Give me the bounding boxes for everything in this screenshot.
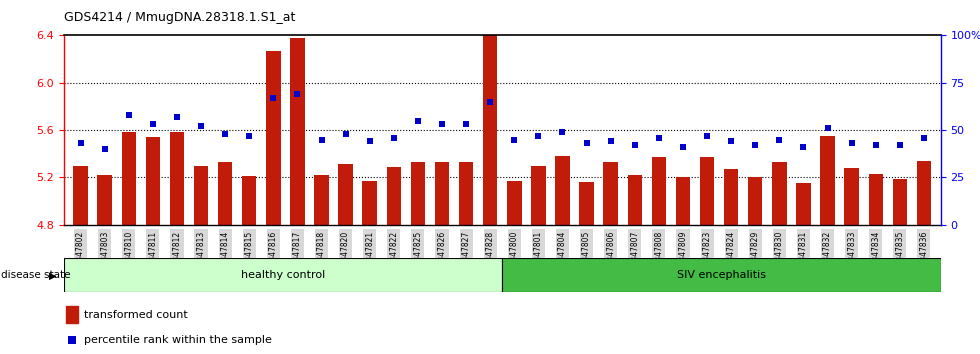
Point bbox=[507, 137, 522, 142]
Point bbox=[459, 121, 474, 127]
Point bbox=[386, 135, 402, 141]
Point bbox=[603, 139, 618, 144]
Bar bbox=[627, 175, 642, 225]
Point bbox=[892, 142, 907, 148]
Point bbox=[651, 135, 666, 141]
Bar bbox=[64, 258, 502, 292]
Bar bbox=[845, 168, 858, 225]
Point bbox=[314, 137, 329, 142]
Point bbox=[338, 131, 354, 137]
Bar bbox=[820, 136, 835, 225]
Bar bbox=[676, 177, 690, 225]
Bar bbox=[218, 162, 232, 225]
Point bbox=[723, 139, 739, 144]
Bar bbox=[507, 181, 521, 225]
Bar bbox=[435, 162, 449, 225]
Point bbox=[145, 121, 161, 127]
Bar bbox=[556, 156, 569, 225]
Bar bbox=[290, 38, 305, 225]
Point bbox=[675, 144, 691, 150]
Point bbox=[290, 91, 306, 97]
Bar bbox=[459, 162, 473, 225]
Point bbox=[170, 114, 185, 120]
Text: SIV encephalitis: SIV encephalitis bbox=[677, 270, 766, 280]
Bar bbox=[483, 35, 498, 225]
Point bbox=[121, 112, 136, 118]
Point bbox=[482, 99, 498, 104]
Bar bbox=[122, 132, 136, 225]
Point bbox=[748, 142, 763, 148]
Bar bbox=[772, 162, 787, 225]
Bar bbox=[242, 176, 257, 225]
Point bbox=[796, 144, 811, 150]
Bar bbox=[868, 174, 883, 225]
Bar bbox=[146, 137, 160, 225]
Bar bbox=[67, 306, 78, 323]
Point bbox=[410, 118, 425, 124]
Bar bbox=[315, 175, 328, 225]
Point bbox=[266, 95, 281, 101]
Text: GDS4214 / MmugDNA.28318.1.S1_at: GDS4214 / MmugDNA.28318.1.S1_at bbox=[64, 11, 295, 24]
Point bbox=[530, 133, 546, 139]
Point bbox=[868, 142, 884, 148]
Bar bbox=[916, 161, 931, 225]
Bar bbox=[411, 162, 425, 225]
Bar bbox=[579, 182, 594, 225]
Bar bbox=[267, 51, 280, 225]
Point bbox=[916, 135, 932, 141]
Text: healthy control: healthy control bbox=[241, 270, 325, 280]
Point bbox=[771, 137, 787, 142]
Text: ▶: ▶ bbox=[49, 270, 57, 280]
Point bbox=[97, 146, 113, 152]
Point bbox=[65, 337, 80, 342]
Point bbox=[434, 121, 450, 127]
Point bbox=[218, 131, 233, 137]
Bar bbox=[386, 167, 401, 225]
Point bbox=[555, 129, 570, 135]
Point bbox=[819, 125, 835, 131]
Bar bbox=[796, 183, 810, 225]
Point bbox=[362, 139, 377, 144]
Point bbox=[844, 141, 859, 146]
Point bbox=[627, 142, 643, 148]
Text: percentile rank within the sample: percentile rank within the sample bbox=[84, 335, 272, 344]
Point bbox=[193, 124, 209, 129]
Bar bbox=[724, 169, 738, 225]
Text: transformed count: transformed count bbox=[84, 310, 188, 320]
Bar bbox=[700, 157, 714, 225]
Bar bbox=[531, 166, 546, 225]
Point bbox=[699, 133, 714, 139]
Bar bbox=[652, 157, 666, 225]
Bar bbox=[170, 132, 184, 225]
Bar bbox=[604, 162, 618, 225]
Text: disease state: disease state bbox=[1, 270, 71, 280]
Bar bbox=[338, 164, 353, 225]
Bar bbox=[74, 166, 88, 225]
Point bbox=[73, 141, 88, 146]
Bar bbox=[502, 258, 941, 292]
Bar bbox=[194, 166, 209, 225]
Bar bbox=[97, 175, 112, 225]
Bar bbox=[893, 179, 907, 225]
Bar bbox=[363, 181, 377, 225]
Bar bbox=[748, 177, 762, 225]
Point bbox=[241, 133, 257, 139]
Point bbox=[579, 141, 595, 146]
